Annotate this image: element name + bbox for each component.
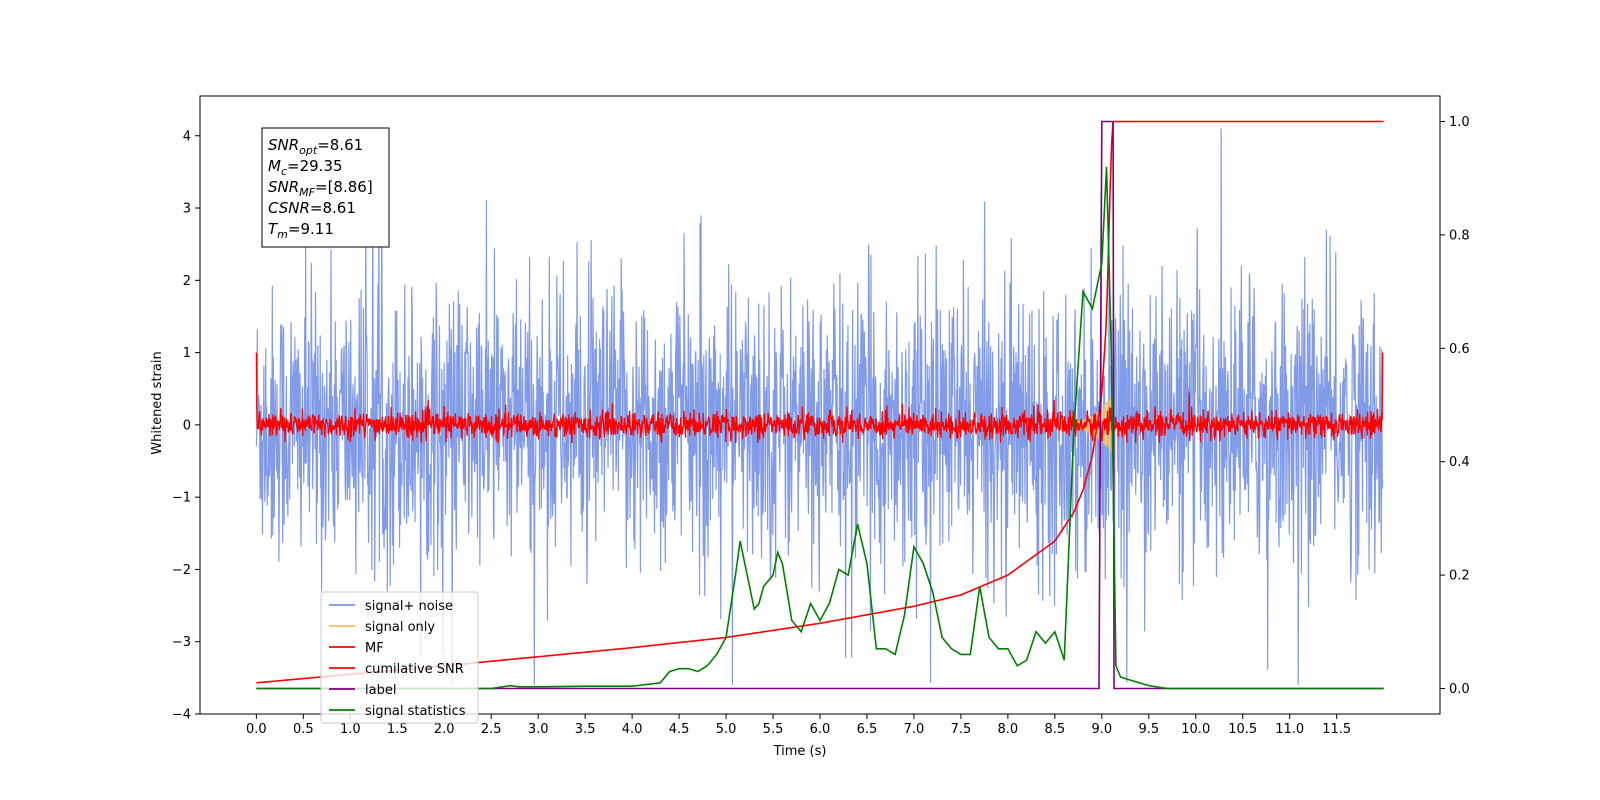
x-tick-label: 9.5 xyxy=(1138,722,1159,737)
y-tick-label: 1 xyxy=(183,346,191,361)
x-tick-label: 11.0 xyxy=(1275,722,1304,737)
x-tick-label: 5.0 xyxy=(716,722,737,737)
y-axis-title: Whitened strain xyxy=(150,351,165,454)
x-tick-label: 9.0 xyxy=(1091,722,1112,737)
y-right-tick-label: 0.6 xyxy=(1449,342,1470,357)
x-tick-label: 1.5 xyxy=(387,722,408,737)
x-tick-label: 4.5 xyxy=(669,722,690,737)
x-tick-label: 1.0 xyxy=(340,722,361,737)
annotation-box xyxy=(261,127,390,248)
legend-label: signal+ noise xyxy=(365,599,453,614)
x-tick-label: 3.5 xyxy=(575,722,596,737)
y-tick-label: 4 xyxy=(183,129,191,144)
x-tick-label: 6.5 xyxy=(857,722,878,737)
series-signal-noise-line xyxy=(255,128,1384,686)
y-right-tick-label: 0.4 xyxy=(1449,455,1470,470)
x-tick-label: 7.5 xyxy=(951,722,972,737)
legend-label: label xyxy=(365,683,396,698)
x-tick-label: 3.0 xyxy=(528,722,549,737)
x-tick-label: 10.0 xyxy=(1181,722,1210,737)
y-tick-label: 2 xyxy=(183,274,191,289)
annotation-line: Mc=29.35 xyxy=(268,157,343,178)
legend-box xyxy=(320,591,479,724)
x-tick-label: 5.5 xyxy=(763,722,784,737)
legend-label: signal statistics xyxy=(365,704,466,719)
x-tick-label: 8.5 xyxy=(1045,722,1066,737)
x-tick-label: 0.5 xyxy=(293,722,314,737)
x-tick-label: 2.0 xyxy=(434,722,455,737)
y-right-tick-label: 0.2 xyxy=(1449,569,1470,584)
y-tick-label: 0 xyxy=(183,418,191,433)
x-tick-label: 7.0 xyxy=(904,722,925,737)
annotation-line: CSNR=8.61 xyxy=(268,199,356,217)
y-right-tick-label: 0.8 xyxy=(1449,228,1470,243)
y-tick-label: −2 xyxy=(172,563,191,578)
annotation-line: SNRMF=[8.86] xyxy=(268,178,373,199)
y-tick-label: −4 xyxy=(172,708,191,723)
legend-label: cumilative SNR xyxy=(365,662,464,677)
annotation-line: SNRopt=8.61 xyxy=(268,136,363,157)
x-tick-label: 8.0 xyxy=(998,722,1019,737)
y-tick-label: −1 xyxy=(172,491,191,506)
x-tick-label: 10.5 xyxy=(1228,722,1257,737)
y-right-tick-label: 1.0 xyxy=(1449,115,1470,130)
y-right-tick-label: 0.0 xyxy=(1449,682,1470,697)
series-label-line xyxy=(256,120,1384,690)
x-tick-label: 6.0 xyxy=(810,722,831,737)
legend-label: MF xyxy=(365,641,384,656)
y-tick-label: 3 xyxy=(183,202,191,217)
annotation-line: Tm=9.11 xyxy=(268,220,334,241)
x-tick-label: 11.5 xyxy=(1322,722,1351,737)
y-tick-label: −3 xyxy=(172,635,191,650)
x-tick-label: 4.0 xyxy=(622,722,643,737)
series-mf-line xyxy=(255,352,1384,444)
legend-label: signal only xyxy=(365,620,435,635)
x-tick-label: 0.0 xyxy=(246,722,267,737)
x-axis-title: Time (s) xyxy=(773,744,827,759)
x-tick-label: 2.5 xyxy=(481,722,502,737)
series-signal-statistics-line xyxy=(256,166,1384,690)
